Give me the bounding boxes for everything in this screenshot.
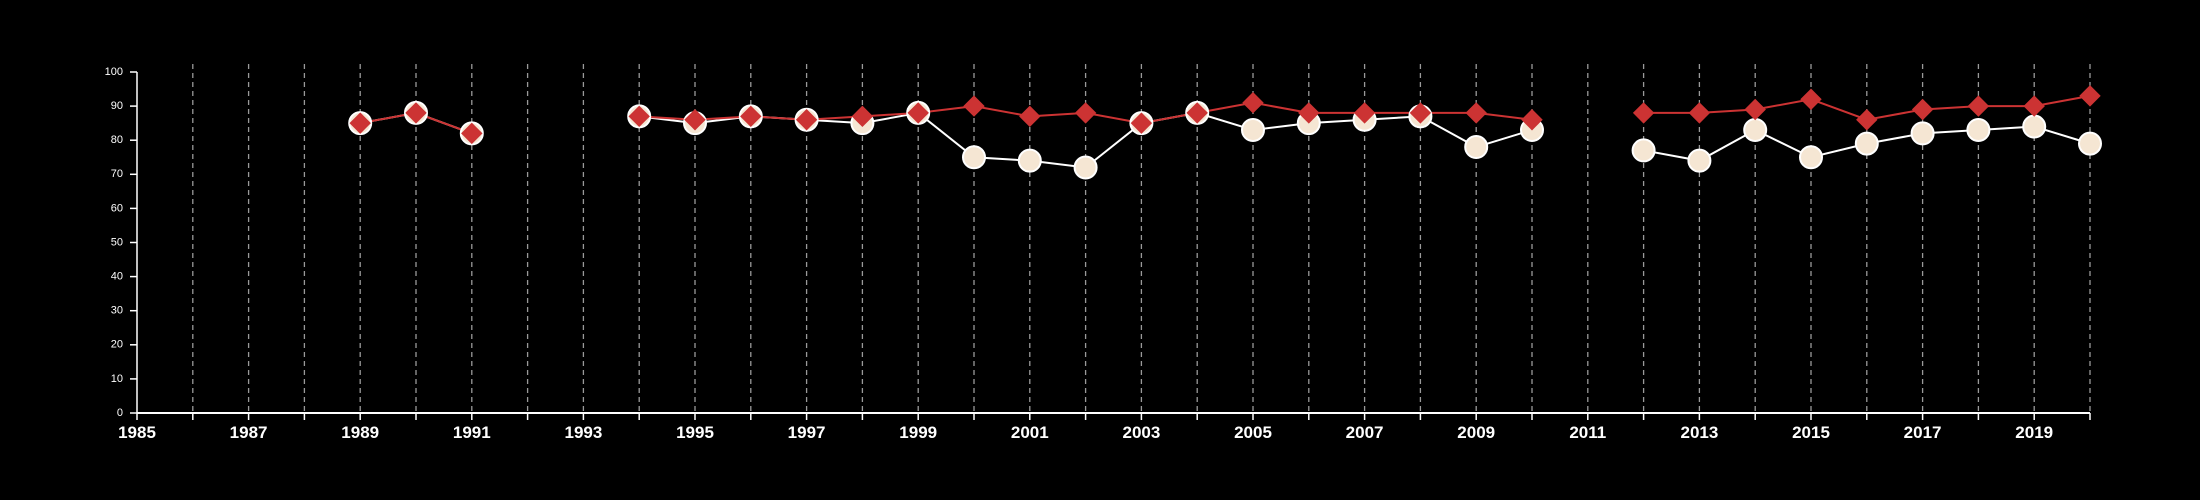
x-tick-label: 1995 <box>676 423 714 442</box>
data-point-diamond <box>1019 105 1041 128</box>
data-point-diamond <box>1744 98 1766 121</box>
y-tick-label: 100 <box>105 66 123 78</box>
data-point-diamond <box>2023 95 2045 117</box>
y-tick-label: 70 <box>111 168 123 180</box>
data-point-diamond <box>1409 102 1432 124</box>
x-tick-label: 2009 <box>1457 423 1495 442</box>
y-tick-label: 50 <box>111 236 123 248</box>
x-tick-label: 2015 <box>1792 423 1830 442</box>
data-point-diamond <box>1242 91 1264 114</box>
x-tick-label: 1989 <box>341 423 379 442</box>
data-point-diamond <box>461 122 483 145</box>
x-tick-label: 1987 <box>230 423 268 442</box>
data-point-circle <box>1687 148 1712 173</box>
data-point-diamond <box>1856 109 1878 131</box>
x-tick-label: 2007 <box>1346 423 1384 442</box>
data-point-diamond <box>349 112 371 134</box>
y-tick-label: 60 <box>111 202 123 214</box>
data-point-circle <box>962 145 986 170</box>
data-point-circle <box>1631 138 1656 163</box>
x-tick-label: 1993 <box>564 423 602 442</box>
data-point-diamond <box>2079 85 2101 107</box>
x-tick-label: 1999 <box>899 423 937 442</box>
data-point-diamond <box>1298 102 1320 124</box>
data-point-circle <box>1017 148 1042 173</box>
y-tick-label: 10 <box>111 373 123 385</box>
data-point-diamond <box>851 105 874 128</box>
data-point-diamond <box>1353 102 1376 124</box>
data-point-circle <box>1966 117 1991 142</box>
x-tick-label: 2013 <box>1680 423 1718 442</box>
data-point-circle <box>1073 155 1098 180</box>
y-tick-label: 80 <box>111 134 123 146</box>
y-tick-label: 30 <box>111 305 123 317</box>
y-tick-label: 90 <box>111 100 123 112</box>
data-point-diamond <box>1911 98 1934 121</box>
x-tick-label: 2011 <box>1569 423 1606 442</box>
data-point-diamond <box>1688 102 1711 124</box>
data-point-diamond <box>1130 112 1153 134</box>
x-tick-label: 2019 <box>2015 423 2053 442</box>
data-point-circle <box>1910 121 1935 146</box>
x-tick-label: 1991 <box>453 423 491 442</box>
data-point-diamond <box>684 109 706 131</box>
data-point-circle <box>2022 114 2047 139</box>
data-point-diamond <box>963 95 985 117</box>
data-point-circle <box>1854 131 1879 156</box>
data-point-diamond <box>795 109 818 131</box>
y-tick-label: 40 <box>111 271 123 283</box>
data-point-circle <box>1241 117 1265 142</box>
data-point-diamond <box>1632 102 1655 124</box>
data-point-diamond <box>405 102 427 124</box>
y-tick-label: 0 <box>117 407 123 419</box>
x-tick-label: 2005 <box>1234 423 1272 442</box>
data-point-diamond <box>1186 102 1208 124</box>
data-point-diamond <box>907 102 929 124</box>
data-point-diamond <box>1074 102 1097 124</box>
data-point-diamond <box>628 105 650 128</box>
data-point-diamond <box>1465 102 1487 124</box>
data-point-diamond <box>740 105 762 128</box>
x-tick-label: 1985 <box>118 423 156 442</box>
x-tick-label: 2017 <box>1904 423 1942 442</box>
data-point-circle <box>1743 117 1768 142</box>
data-point-diamond <box>1800 88 1822 110</box>
y-tick-label: 20 <box>111 339 123 351</box>
data-point-circle <box>2078 131 2102 156</box>
data-point-diamond <box>1967 95 1990 117</box>
x-tick-label: 2003 <box>1122 423 1160 442</box>
x-tick-label: 2001 <box>1011 423 1049 442</box>
data-point-circle <box>1799 145 1823 170</box>
data-point-diamond <box>1521 109 1543 131</box>
x-tick-label: 1997 <box>788 423 826 442</box>
data-point-circle <box>1464 135 1489 160</box>
